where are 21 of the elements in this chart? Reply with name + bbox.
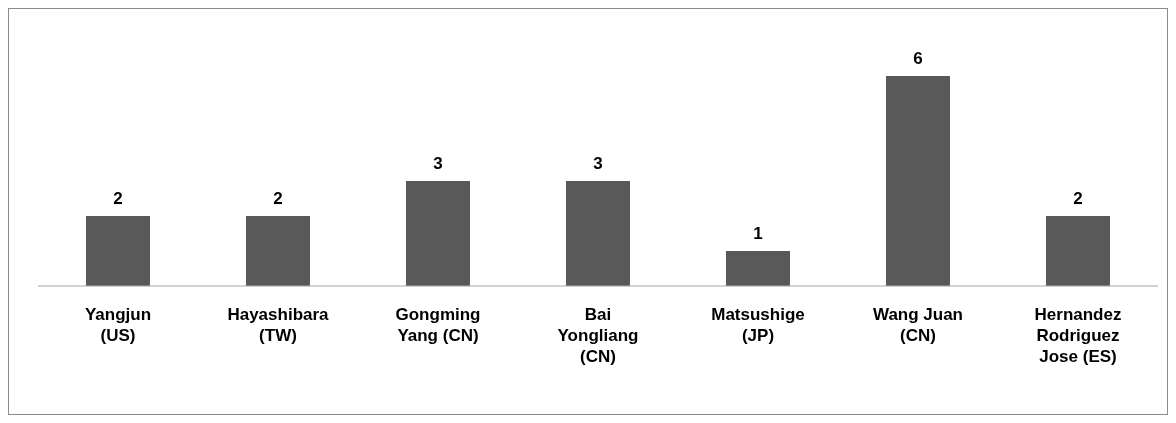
x-tick-label: Hernandez Rodriguez Jose (ES) (1034, 305, 1122, 366)
bar (1046, 216, 1110, 286)
data-label: 2 (1073, 189, 1083, 208)
data-label: 2 (113, 189, 123, 208)
x-tick-label: Hayashibara (TW) (227, 305, 330, 345)
x-tick-label: Bai Yongliang (CN) (557, 305, 639, 366)
bar (406, 181, 470, 286)
data-label: 1 (753, 224, 763, 243)
x-tick-label: Gongming Yang (CN) (395, 305, 481, 345)
bar (246, 216, 310, 286)
bar (726, 251, 790, 286)
bar (86, 216, 150, 286)
data-label: 6 (913, 49, 923, 68)
data-label: 2 (273, 189, 283, 208)
x-tick-label: Wang Juan (CN) (872, 305, 964, 345)
bar (566, 181, 630, 286)
data-label: 3 (593, 154, 603, 173)
x-tick-label: Yangjun (US) (84, 305, 152, 345)
data-label: 3 (433, 154, 443, 173)
x-tick-label: Matsushige (JP) (711, 305, 805, 345)
bar (886, 76, 950, 286)
